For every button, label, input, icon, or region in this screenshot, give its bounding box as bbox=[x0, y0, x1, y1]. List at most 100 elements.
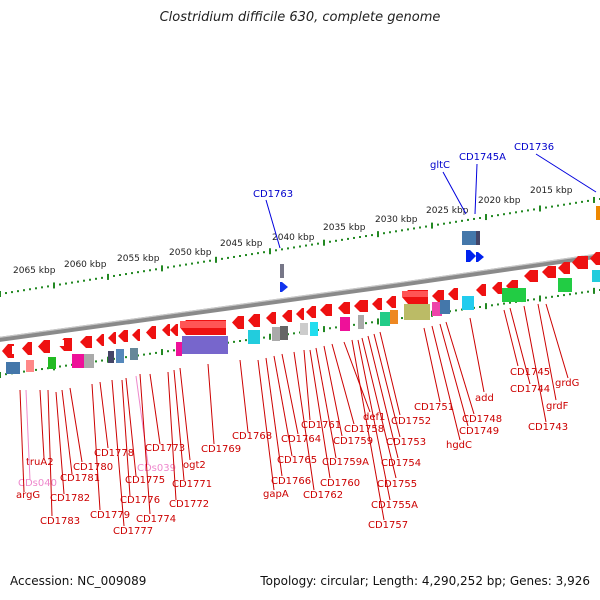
feature-box bbox=[280, 264, 284, 278]
feature-box bbox=[502, 288, 526, 302]
minor-tick bbox=[155, 351, 157, 354]
minor-tick bbox=[167, 266, 169, 269]
feature-box bbox=[84, 354, 94, 368]
leader-line bbox=[442, 171, 467, 215]
gene-arrow bbox=[572, 256, 588, 269]
major-tick bbox=[215, 256, 217, 263]
scale-label: 2040 kbp bbox=[272, 233, 315, 243]
feature-box bbox=[300, 323, 308, 335]
minor-tick bbox=[101, 276, 103, 279]
gene-arrow bbox=[38, 340, 50, 353]
minor-tick bbox=[545, 296, 547, 299]
minor-tick bbox=[239, 340, 241, 342]
leader-line bbox=[469, 317, 485, 393]
minor-tick bbox=[383, 232, 385, 235]
feature-box bbox=[48, 357, 56, 369]
minor-tick bbox=[437, 223, 439, 226]
minor-tick bbox=[365, 235, 367, 238]
minor-tick bbox=[203, 260, 205, 263]
feature-box bbox=[116, 349, 124, 363]
gene-arrow bbox=[296, 308, 304, 320]
leader-line bbox=[474, 163, 478, 215]
minor-tick bbox=[245, 339, 247, 342]
leader-line bbox=[61, 389, 73, 475]
gene-arrow bbox=[558, 262, 570, 274]
gene-arrow bbox=[492, 282, 502, 294]
minor-tick bbox=[569, 293, 571, 296]
gene-arrow bbox=[466, 250, 476, 262]
scale-label: 2035 kbp bbox=[323, 223, 366, 233]
major-tick bbox=[269, 333, 271, 340]
top-label: CD1736 bbox=[514, 142, 554, 153]
minor-tick bbox=[527, 299, 529, 302]
leader-line bbox=[273, 355, 293, 457]
gene-label: CD1779 bbox=[90, 510, 130, 521]
feature-box bbox=[432, 302, 442, 316]
minor-tick bbox=[389, 231, 391, 234]
gene-label: CD1754 bbox=[381, 458, 421, 469]
major-tick bbox=[269, 248, 271, 255]
scale-label: 2045 kbp bbox=[220, 239, 263, 249]
minor-tick bbox=[173, 349, 175, 352]
leader-line bbox=[239, 359, 249, 433]
minor-tick bbox=[515, 211, 517, 214]
gene-arrow bbox=[232, 316, 244, 329]
minor-tick bbox=[497, 303, 499, 306]
minor-tick bbox=[23, 289, 25, 292]
minor-tick bbox=[125, 273, 127, 276]
gene-label: CD1758 bbox=[344, 424, 384, 435]
gene-label: CD1759 bbox=[333, 436, 373, 447]
minor-tick bbox=[119, 274, 121, 276]
gene-arrow bbox=[476, 284, 486, 296]
minor-tick bbox=[449, 221, 451, 224]
leader-line bbox=[135, 375, 149, 465]
minor-tick bbox=[365, 322, 367, 325]
minor-tick bbox=[575, 292, 577, 295]
major-tick bbox=[593, 287, 595, 294]
gene-label: CDs039 bbox=[137, 463, 176, 474]
feature-box bbox=[596, 206, 600, 220]
minor-tick bbox=[329, 240, 331, 243]
top-label: CD1745A bbox=[459, 152, 506, 163]
minor-tick bbox=[479, 217, 481, 219]
leader-line bbox=[523, 305, 547, 423]
minor-tick bbox=[527, 209, 529, 212]
scale-label: 2030 kbp bbox=[375, 215, 418, 225]
top-label: gltC bbox=[430, 160, 450, 171]
minor-tick bbox=[143, 270, 145, 273]
minor-tick bbox=[209, 259, 211, 262]
major-tick bbox=[323, 326, 325, 333]
minor-tick bbox=[113, 274, 115, 277]
minor-tick bbox=[497, 214, 499, 217]
minor-tick bbox=[233, 340, 235, 343]
genome-summary: Topology: circular; Length: 4,290,252 bp… bbox=[260, 574, 590, 588]
minor-tick bbox=[35, 287, 37, 290]
minor-tick bbox=[533, 298, 535, 301]
minor-tick bbox=[371, 234, 373, 237]
minor-tick bbox=[509, 212, 511, 215]
gene-label: CD1745 bbox=[510, 367, 550, 378]
feature-box bbox=[182, 336, 228, 354]
major-tick bbox=[431, 222, 433, 229]
major-tick bbox=[53, 282, 55, 289]
gene-arrow bbox=[542, 266, 556, 278]
minor-tick bbox=[521, 210, 523, 213]
minor-tick bbox=[185, 263, 187, 266]
leader-line bbox=[19, 389, 25, 493]
minor-tick bbox=[401, 317, 403, 320]
leader-line bbox=[423, 327, 441, 403]
minor-tick bbox=[419, 226, 421, 229]
minor-tick bbox=[17, 290, 19, 293]
gene-label: add bbox=[475, 393, 494, 404]
gene-arrow bbox=[372, 298, 382, 310]
gene-arrow bbox=[248, 314, 260, 327]
minor-tick bbox=[137, 271, 139, 274]
minor-tick bbox=[461, 219, 463, 222]
leader-line bbox=[257, 359, 275, 491]
feature-box bbox=[402, 291, 428, 297]
minor-tick bbox=[71, 281, 73, 284]
leader-line bbox=[47, 389, 53, 517]
major-tick bbox=[485, 214, 487, 221]
feature-box bbox=[476, 231, 480, 245]
